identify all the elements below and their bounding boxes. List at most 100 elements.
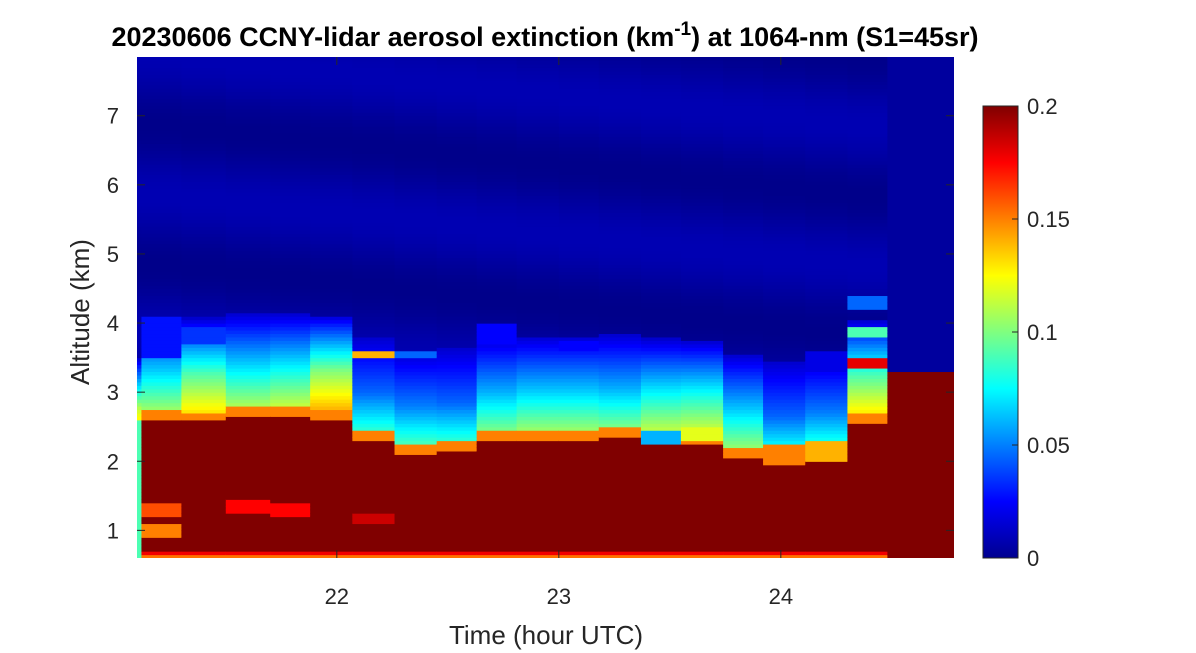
- heatmap-cell: [352, 133, 396, 138]
- heatmap-cell: [598, 219, 642, 224]
- heatmap-cell: [558, 371, 600, 376]
- heatmap-column: [887, 57, 954, 558]
- heatmap-cell: [181, 509, 227, 514]
- heatmap-cell: [181, 88, 227, 93]
- heatmap-cell: [352, 378, 396, 383]
- heatmap-cell: [141, 60, 182, 65]
- heatmap-cell: [847, 174, 888, 179]
- heatmap-cell: [141, 174, 182, 179]
- heatmap-cell: [225, 84, 271, 89]
- heatmap-column: [352, 57, 396, 558]
- heatmap-cell: [887, 253, 954, 258]
- heatmap-cell: [352, 547, 396, 552]
- heatmap-cell: [352, 519, 396, 525]
- heatmap-cell: [270, 513, 311, 518]
- heatmap-cell: [310, 177, 353, 182]
- heatmap-cell: [270, 177, 311, 182]
- heatmap-cell: [225, 347, 271, 352]
- heatmap-cell: [181, 278, 227, 283]
- heatmap-cell: [394, 492, 438, 497]
- heatmap-cell: [137, 464, 143, 469]
- heatmap-cell: [723, 309, 764, 314]
- heatmap-cell: [680, 316, 724, 321]
- heatmap-cell: [141, 440, 182, 445]
- heatmap-cell: [680, 181, 724, 186]
- heatmap-cell: [723, 478, 764, 483]
- heatmap-cell: [352, 188, 396, 193]
- heatmap-cell: [394, 57, 438, 62]
- heatmap-cell: [598, 288, 642, 293]
- heatmap-cell: [640, 139, 682, 144]
- heatmap-cell: [181, 454, 227, 459]
- heatmap-cell: [598, 243, 642, 248]
- heatmap-cell: [763, 495, 806, 500]
- heatmap-cell: [805, 554, 849, 558]
- heatmap-cell: [270, 146, 311, 151]
- heatmap-cell: [270, 181, 311, 186]
- heatmap-cell: [598, 402, 642, 407]
- heatmap-cell: [141, 364, 182, 369]
- heatmap-cell: [141, 274, 182, 279]
- heatmap-cell: [141, 309, 182, 314]
- heatmap-cell: [805, 302, 849, 307]
- heatmap-cell: [141, 278, 182, 283]
- heatmap-cell: [805, 509, 849, 514]
- heatmap-cell: [640, 485, 682, 490]
- heatmap-cell: [225, 250, 271, 255]
- heatmap-cell: [847, 67, 888, 72]
- heatmap-cell: [310, 399, 353, 404]
- heatmap-cell: [598, 281, 642, 286]
- heatmap-cell: [310, 112, 353, 117]
- heatmap-cell: [516, 450, 560, 455]
- heatmap-cell: [640, 547, 682, 552]
- heatmap-cell: [270, 395, 311, 400]
- heatmap-cell: [805, 361, 849, 366]
- heatmap-cell: [476, 329, 518, 335]
- heatmap-cell: [847, 547, 888, 552]
- heatmap-cell: [141, 419, 182, 424]
- heatmap-cell: [225, 454, 271, 459]
- heatmap-cell: [181, 437, 227, 442]
- heatmap-cell: [887, 457, 954, 462]
- heatmap-cell: [436, 295, 478, 300]
- heatmap-cell: [598, 554, 642, 558]
- heatmap-cell: [141, 471, 182, 476]
- heatmap-cell: [680, 519, 724, 525]
- heatmap-cell: [310, 95, 353, 100]
- heatmap-cell: [141, 57, 182, 58]
- heatmap-cell: [598, 364, 642, 369]
- heatmap-cell: [680, 298, 724, 303]
- y-tick-label: 4: [107, 311, 119, 336]
- heatmap-cell: [476, 247, 518, 252]
- heatmap-cell: [805, 312, 849, 317]
- heatmap-cell: [680, 440, 724, 445]
- heatmap-cell: [394, 519, 438, 525]
- heatmap-cell: [847, 385, 888, 390]
- heatmap-cell: [680, 247, 724, 252]
- heatmap-cell: [394, 381, 438, 386]
- heatmap-cell: [598, 485, 642, 490]
- heatmap-cell: [763, 177, 806, 182]
- heatmap-cell: [436, 219, 478, 224]
- heatmap-cell: [225, 119, 271, 124]
- heatmap-cell: [137, 481, 143, 487]
- heatmap-cell: [516, 150, 560, 155]
- heatmap-cell: [558, 115, 600, 120]
- heatmap-cell: [680, 385, 724, 390]
- heatmap-cell: [805, 340, 849, 345]
- heatmap-cell: [763, 139, 806, 144]
- y-tick-label: 2: [107, 449, 119, 474]
- heatmap-cell: [181, 291, 227, 297]
- y-axis-label: Altitude (km): [65, 239, 95, 385]
- heatmap-cell: [352, 171, 396, 176]
- heatmap-cell: [137, 67, 143, 72]
- heatmap-cell: [270, 485, 311, 490]
- heatmap-cell: [887, 233, 954, 238]
- heatmap-cell: [436, 267, 478, 272]
- heatmap-cell: [558, 95, 600, 100]
- heatmap-cell: [436, 108, 478, 113]
- heatmap-cell: [763, 323, 806, 328]
- heatmap-cell: [476, 533, 518, 538]
- heatmap-cell: [805, 157, 849, 162]
- heatmap-cell: [225, 464, 271, 469]
